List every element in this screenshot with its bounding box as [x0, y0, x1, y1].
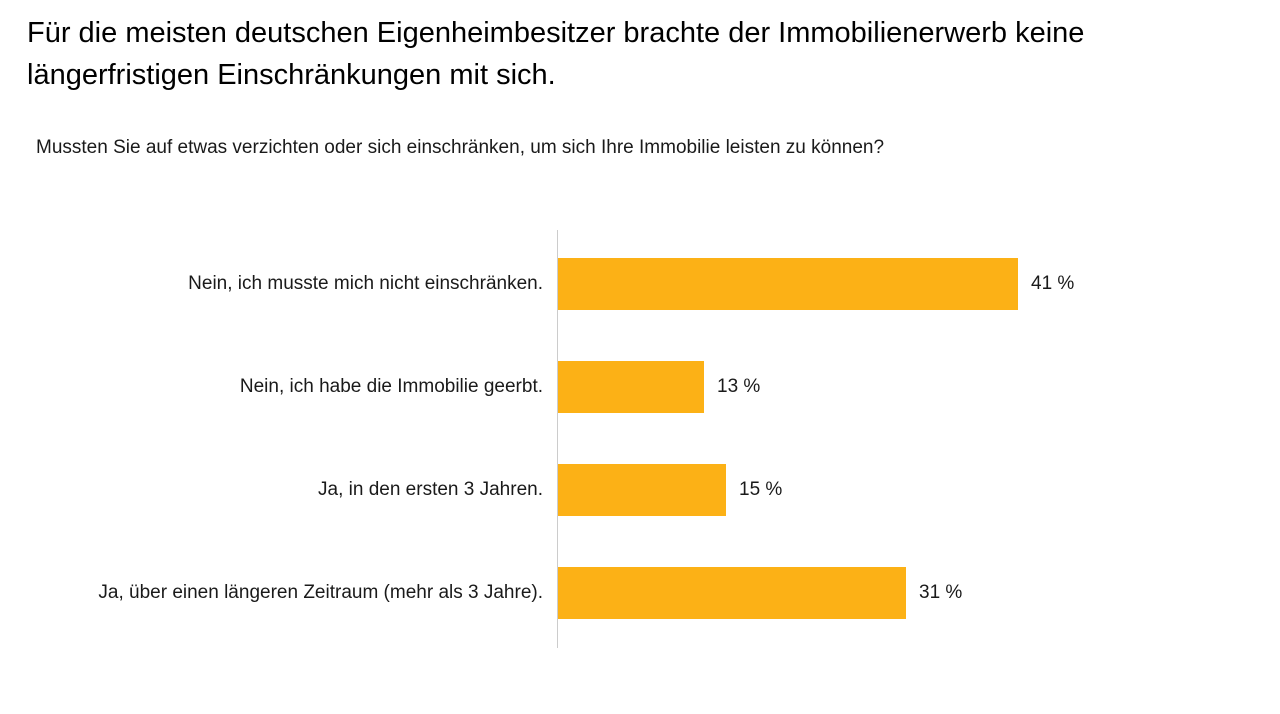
category-label: Nein, ich musste mich nicht einschränken… — [188, 273, 543, 294]
bar — [558, 567, 906, 619]
bar-chart: Nein, ich musste mich nicht einschränken… — [0, 230, 1280, 648]
value-label: 13 % — [717, 376, 761, 397]
chart-row: Ja, in den ersten 3 Jahren. 15 % — [0, 464, 1280, 516]
chart-row: Nein, ich habe die Immobilie geerbt. 13 % — [0, 361, 1280, 413]
category-label: Ja, in den ersten 3 Jahren. — [318, 479, 543, 500]
category-label: Ja, über einen längeren Zeitraum (mehr a… — [98, 582, 543, 603]
value-label: 31 % — [919, 582, 963, 603]
bar — [558, 258, 1018, 310]
chart-row: Nein, ich musste mich nicht einschränken… — [0, 258, 1280, 310]
value-label: 41 % — [1031, 273, 1075, 294]
bar — [558, 464, 726, 516]
chart-title: Für die meisten deutschen Eigenheimbesit… — [27, 17, 1085, 91]
category-label: Nein, ich habe die Immobilie geerbt. — [239, 376, 543, 397]
chart-row: Ja, über einen längeren Zeitraum (mehr a… — [0, 567, 1280, 619]
value-label: 15 % — [739, 479, 783, 500]
bar-chart-rows: Nein, ich musste mich nicht einschränken… — [0, 258, 1280, 619]
y-axis-line — [557, 230, 558, 648]
chart-question: Mussten Sie auf etwas verzichten oder si… — [36, 137, 885, 158]
bar — [558, 361, 704, 413]
